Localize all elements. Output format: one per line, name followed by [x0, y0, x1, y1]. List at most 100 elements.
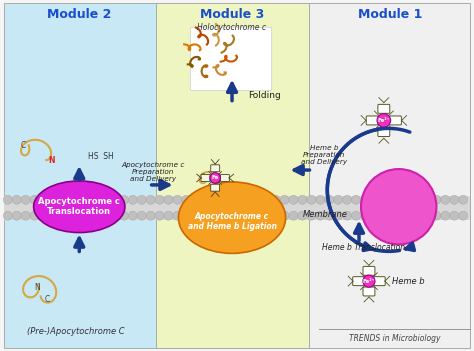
Circle shape — [110, 211, 119, 220]
Circle shape — [218, 211, 227, 220]
Circle shape — [21, 196, 30, 204]
Circle shape — [30, 211, 39, 220]
Circle shape — [146, 211, 155, 220]
Circle shape — [334, 196, 343, 204]
Circle shape — [12, 211, 21, 220]
Text: Fe²⁺: Fe²⁺ — [363, 279, 375, 284]
Circle shape — [298, 196, 307, 204]
Ellipse shape — [179, 182, 286, 253]
Text: TRENDS in Microbiology: TRENDS in Microbiology — [349, 334, 440, 343]
Circle shape — [245, 196, 254, 204]
FancyBboxPatch shape — [201, 174, 210, 181]
Circle shape — [307, 211, 316, 220]
Circle shape — [227, 211, 236, 220]
Circle shape — [316, 211, 325, 220]
Circle shape — [84, 211, 92, 220]
Circle shape — [414, 196, 423, 204]
Circle shape — [396, 196, 405, 204]
Circle shape — [119, 211, 128, 220]
Circle shape — [92, 196, 101, 204]
Circle shape — [200, 196, 209, 204]
Ellipse shape — [34, 181, 125, 233]
Circle shape — [450, 196, 459, 204]
Circle shape — [343, 211, 352, 220]
Circle shape — [146, 196, 155, 204]
Text: N: N — [48, 155, 55, 165]
Circle shape — [48, 196, 57, 204]
Bar — [310, 4, 470, 347]
Circle shape — [298, 211, 307, 220]
Circle shape — [173, 211, 182, 220]
Text: C: C — [201, 172, 205, 178]
Text: Module 1: Module 1 — [357, 8, 422, 21]
Bar — [4, 196, 470, 208]
Circle shape — [405, 196, 414, 204]
FancyBboxPatch shape — [363, 287, 375, 296]
Circle shape — [182, 196, 191, 204]
Circle shape — [369, 196, 378, 204]
Text: HS  SH: HS SH — [88, 152, 114, 161]
Text: Heme b: Heme b — [392, 277, 424, 286]
Circle shape — [378, 211, 387, 220]
Circle shape — [289, 211, 298, 220]
Circle shape — [21, 211, 30, 220]
Circle shape — [432, 211, 441, 220]
Circle shape — [245, 211, 254, 220]
Circle shape — [3, 211, 12, 220]
Circle shape — [236, 211, 245, 220]
Circle shape — [414, 211, 423, 220]
Circle shape — [254, 196, 262, 204]
FancyBboxPatch shape — [390, 116, 401, 125]
Circle shape — [361, 211, 369, 220]
Circle shape — [209, 211, 218, 220]
Circle shape — [3, 196, 12, 204]
Circle shape — [57, 196, 66, 204]
Circle shape — [334, 211, 343, 220]
Circle shape — [39, 211, 48, 220]
FancyBboxPatch shape — [211, 184, 219, 191]
Circle shape — [137, 196, 146, 204]
Circle shape — [101, 196, 110, 204]
FancyBboxPatch shape — [374, 277, 385, 286]
Circle shape — [441, 211, 450, 220]
Text: Fe²⁺: Fe²⁺ — [378, 118, 390, 123]
Circle shape — [210, 173, 220, 183]
Circle shape — [191, 211, 200, 220]
Text: Module 3: Module 3 — [200, 8, 264, 21]
Bar — [4, 208, 470, 220]
Circle shape — [378, 196, 387, 204]
Text: z: z — [213, 184, 217, 189]
FancyBboxPatch shape — [191, 27, 272, 91]
Circle shape — [66, 211, 75, 220]
Circle shape — [191, 196, 200, 204]
Circle shape — [405, 211, 414, 220]
Text: C: C — [20, 141, 26, 150]
Circle shape — [57, 211, 66, 220]
Circle shape — [75, 211, 84, 220]
Text: Apocytochrome c
and Heme b Ligation: Apocytochrome c and Heme b Ligation — [188, 212, 276, 231]
Circle shape — [423, 196, 432, 204]
Circle shape — [343, 196, 352, 204]
Circle shape — [164, 196, 173, 204]
FancyBboxPatch shape — [378, 127, 390, 137]
Text: Apocytochrome c
Translocation: Apocytochrome c Translocation — [38, 197, 120, 217]
Circle shape — [218, 196, 227, 204]
Circle shape — [227, 196, 236, 204]
Circle shape — [128, 211, 137, 220]
Circle shape — [254, 211, 262, 220]
Circle shape — [137, 211, 146, 220]
Circle shape — [236, 196, 245, 204]
Text: Module 2: Module 2 — [47, 8, 111, 21]
Circle shape — [352, 196, 361, 204]
FancyBboxPatch shape — [378, 104, 390, 113]
Circle shape — [423, 211, 432, 220]
Circle shape — [155, 211, 164, 220]
Circle shape — [280, 211, 289, 220]
Circle shape — [377, 114, 391, 127]
Circle shape — [271, 196, 280, 204]
Text: N: N — [35, 284, 40, 292]
Circle shape — [316, 196, 325, 204]
Circle shape — [48, 211, 57, 220]
Circle shape — [396, 211, 405, 220]
Circle shape — [363, 275, 375, 287]
